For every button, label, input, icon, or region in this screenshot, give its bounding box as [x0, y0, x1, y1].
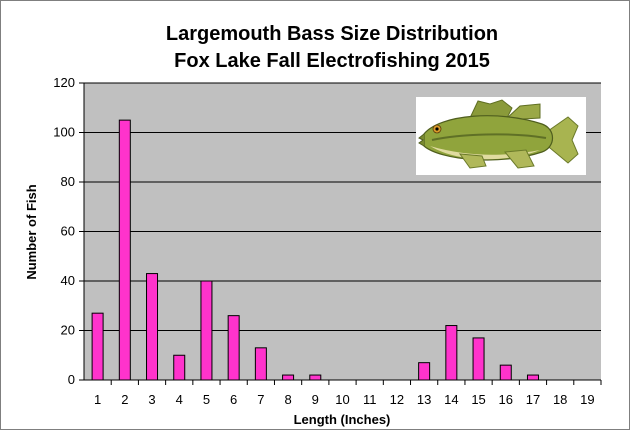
bar-2 — [118, 119, 131, 381]
bar-13 — [418, 362, 431, 381]
x-tick-label: 19 — [580, 392, 594, 407]
x-tick-label: 15 — [471, 392, 485, 407]
x-tick-label: 5 — [203, 392, 210, 407]
bar-16 — [499, 364, 512, 381]
y-axis-title: Number of Fish — [24, 184, 39, 279]
x-tick-label: 11 — [363, 392, 377, 407]
bar-4 — [173, 354, 186, 381]
x-tick-label: 9 — [312, 392, 319, 407]
x-axis-title: Length (Inches) — [294, 412, 391, 427]
grid-lines — [84, 82, 601, 331]
x-tick-label: 2 — [121, 392, 128, 407]
bars — [91, 119, 539, 381]
x-tick-label: 3 — [148, 392, 155, 407]
x-tick-label: 14 — [444, 392, 458, 407]
x-tick-label: 17 — [526, 392, 540, 407]
x-tick-label: 4 — [176, 392, 183, 407]
x-tick-label: 6 — [230, 392, 237, 407]
y-tick-label: 40 — [61, 273, 75, 288]
y-tick-label: 60 — [61, 224, 75, 239]
x-tick-label: 16 — [499, 392, 513, 407]
x-tick-label: 12 — [390, 392, 404, 407]
y-tick-label: 100 — [53, 125, 75, 140]
y-tick-label: 120 — [53, 75, 75, 90]
y-axis-ticks: 0 20 40 60 80 100 120 — [53, 75, 84, 387]
x-tick-label: 18 — [553, 392, 567, 407]
bar-3 — [146, 273, 159, 381]
x-tick-label: 10 — [335, 392, 349, 407]
x-tick-label: 13 — [417, 392, 431, 407]
y-tick-label: 80 — [61, 174, 75, 189]
bar-1 — [91, 312, 104, 381]
y-tick-label: 0 — [68, 372, 75, 387]
chart-title: Largemouth Bass Size Distribution — [166, 23, 498, 45]
y-tick-label: 20 — [61, 323, 75, 338]
bar-17 — [526, 374, 539, 381]
bar-7 — [254, 347, 267, 381]
bar-9 — [309, 374, 322, 381]
x-tick-label: 1 — [94, 392, 101, 407]
bar-6 — [227, 315, 240, 381]
chart-subtitle: Fox Lake Fall Electrofishing 2015 — [174, 50, 490, 72]
x-tick-label: 7 — [257, 392, 264, 407]
x-axis-ticks: 1 2 3 4 5 6 7 8 9 10 11 12 13 14 15 16 17 18 19 — [94, 380, 602, 407]
x-tick-label: 8 — [284, 392, 291, 407]
bar-14 — [445, 325, 458, 381]
bar-15 — [472, 337, 485, 381]
bar-5 — [200, 280, 213, 381]
largemouth-bass-image — [416, 97, 586, 175]
bar-8 — [282, 374, 295, 381]
